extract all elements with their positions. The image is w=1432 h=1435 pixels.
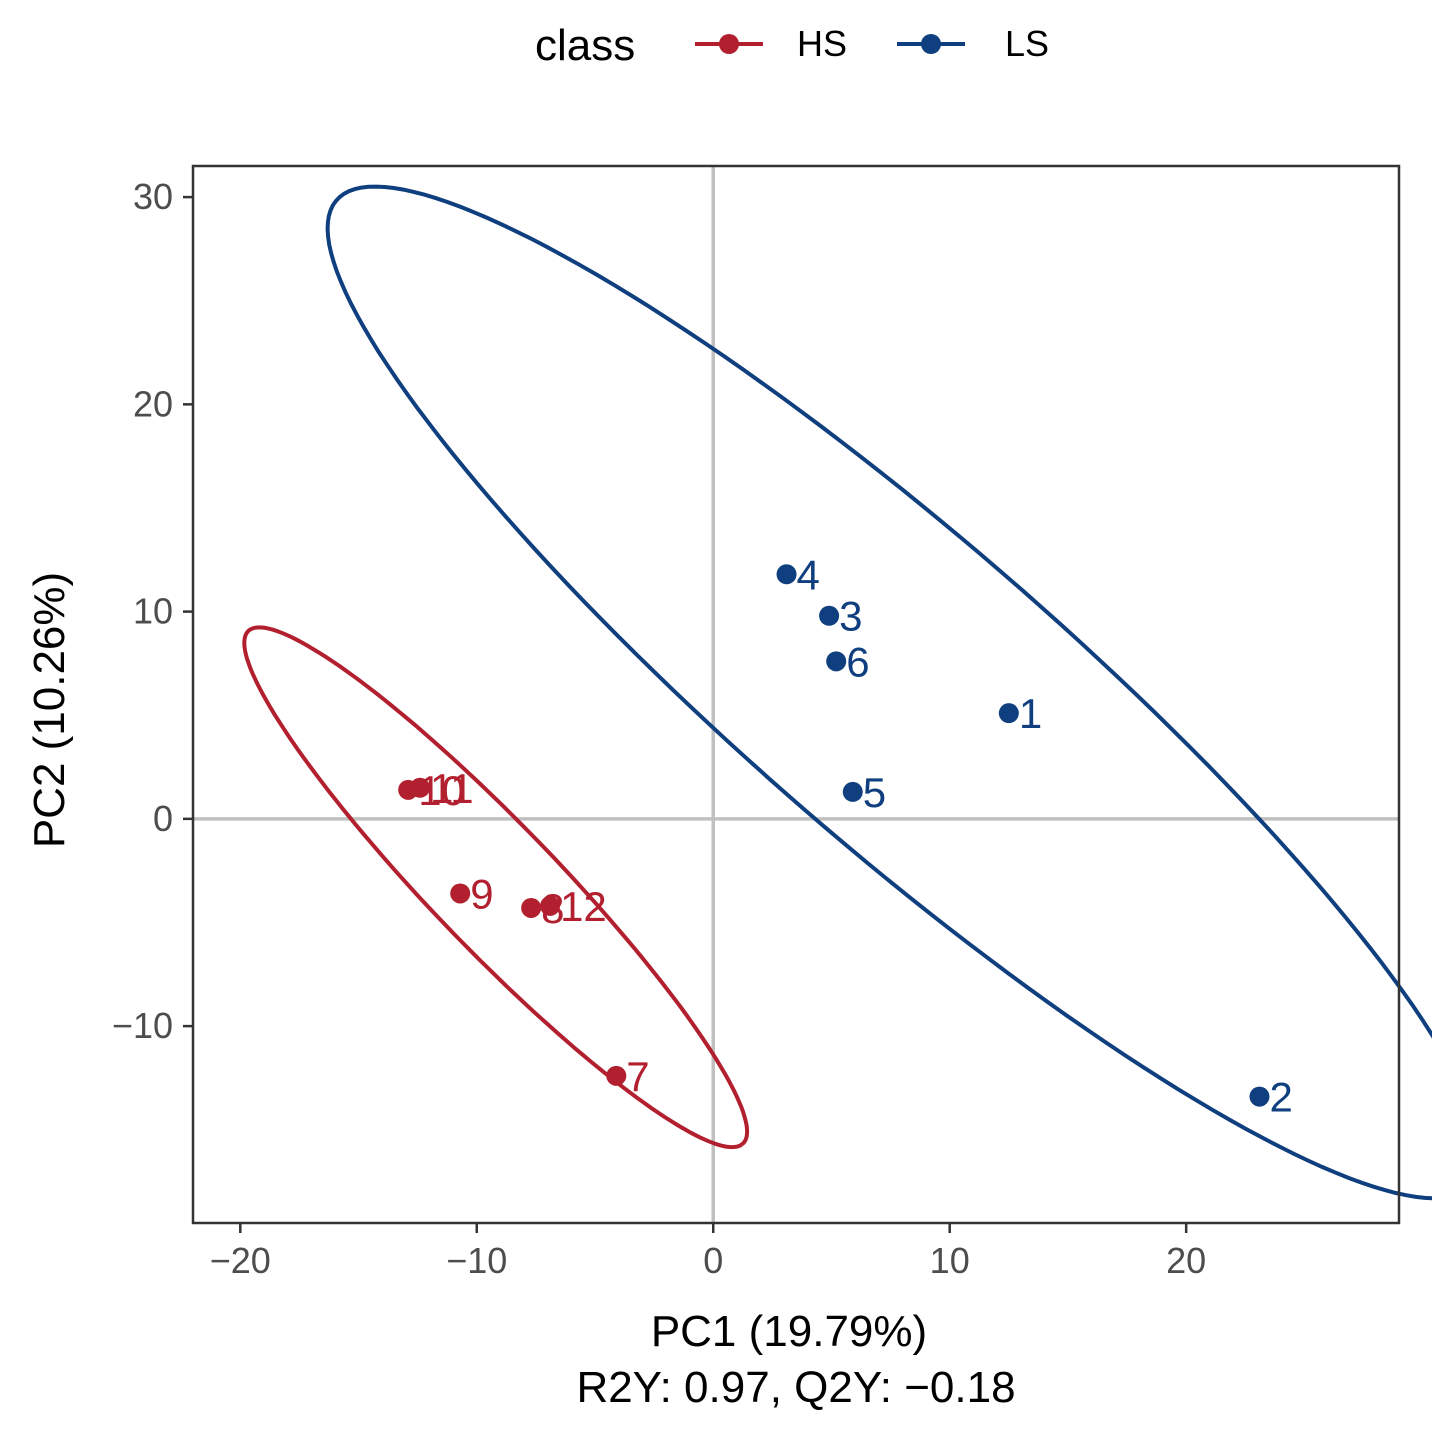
point-label-8: 8 xyxy=(541,885,564,932)
reference-lines xyxy=(193,166,1399,1223)
legend-item-hs[interactable]: HS xyxy=(695,23,847,64)
point-label-9: 9 xyxy=(470,870,493,917)
point-label-7: 7 xyxy=(626,1053,649,1100)
point-1[interactable] xyxy=(998,703,1019,724)
x-tick-label: 0 xyxy=(703,1240,723,1281)
ellipse-hs xyxy=(242,625,750,1150)
point-label-5: 5 xyxy=(863,769,886,816)
ellipse-ls xyxy=(325,184,1432,1201)
point-label-1: 1 xyxy=(1019,690,1042,737)
point-9[interactable] xyxy=(450,883,471,904)
point-3[interactable] xyxy=(819,605,840,626)
point-5[interactable] xyxy=(842,781,863,802)
x-tick-label: 20 xyxy=(1166,1240,1206,1281)
legend-title: class xyxy=(535,21,635,70)
x-axis-subtitle: R2Y: 0.97, Q2Y: −0.18 xyxy=(576,1363,1015,1412)
point-label-4: 4 xyxy=(797,551,820,598)
x-tick-label: −10 xyxy=(446,1240,507,1281)
point-label-10: 10 xyxy=(418,767,465,814)
x-axis: −20 −10 0 10 20 xyxy=(210,1223,1206,1281)
point-label-12: 12 xyxy=(560,883,607,930)
legend-label-hs: HS xyxy=(797,23,847,64)
x-axis-title: PC1 (19.79%) xyxy=(651,1307,927,1356)
y-axis-title: PC2 (10.26%) xyxy=(25,572,74,848)
panel-border xyxy=(191,164,1401,1225)
legend: class HS LS xyxy=(535,21,1049,70)
y-tick-label: 30 xyxy=(133,176,173,217)
legend-key-hs xyxy=(719,34,739,54)
confidence-ellipses xyxy=(242,184,1432,1201)
point-12[interactable] xyxy=(540,895,561,916)
legend-item-ls[interactable]: LS xyxy=(897,23,1049,64)
point-label-11: 11 xyxy=(430,765,474,812)
point-label-3: 3 xyxy=(839,593,862,640)
point-4[interactable] xyxy=(776,564,797,585)
point-7[interactable] xyxy=(606,1065,627,1086)
point-label-6: 6 xyxy=(846,638,869,685)
y-tick-label: 0 xyxy=(153,798,173,839)
point-11[interactable] xyxy=(410,777,431,798)
y-tick-label: 10 xyxy=(133,591,173,632)
point-8[interactable] xyxy=(521,897,542,918)
point-label-2: 2 xyxy=(1269,1074,1292,1121)
y-axis: −10 0 10 20 30 xyxy=(112,176,193,1046)
x-tick-label: 10 xyxy=(930,1240,970,1281)
legend-key-ls xyxy=(921,34,941,54)
point-2[interactable] xyxy=(1249,1086,1270,1107)
y-tick-label: 20 xyxy=(133,383,173,424)
y-tick-label: −10 xyxy=(112,1005,173,1046)
legend-label-ls: LS xyxy=(1005,23,1049,64)
point-6[interactable] xyxy=(826,651,847,672)
data-points xyxy=(398,564,1270,1107)
x-tick-label: −20 xyxy=(210,1240,271,1281)
